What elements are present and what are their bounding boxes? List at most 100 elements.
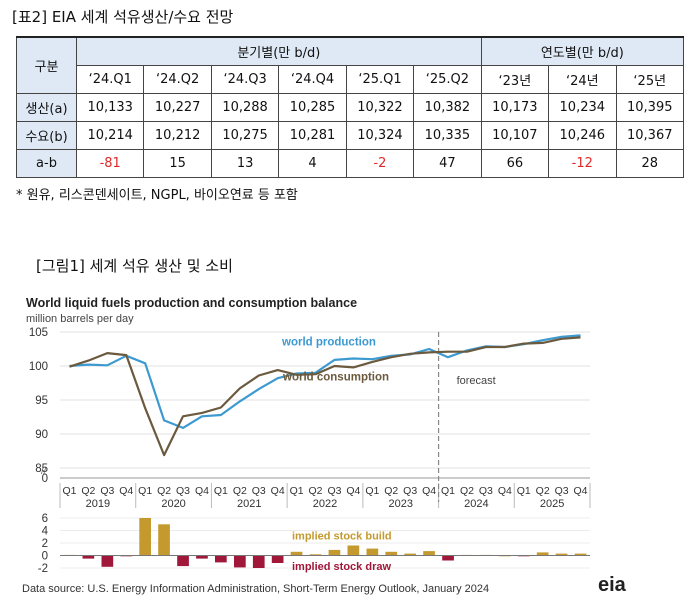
outlook-table: 구분 분기별(만 b/d) 연도별(만 b/d) ‘24.Q1 ‘24.Q2 ‘24…	[16, 36, 685, 178]
x-tick-label: Q4	[498, 485, 512, 497]
x-tick-label: Q1	[365, 485, 379, 497]
chart-subtitle: million barrels per day	[26, 313, 134, 325]
table-cell: 10,214	[75, 121, 145, 150]
table-cell: 10,133	[75, 93, 145, 122]
y-tick-label: 105	[29, 327, 48, 339]
table-cell: 13	[210, 149, 280, 178]
figure-title: [그림1] 세계 석유 생산 및 소비	[36, 257, 233, 275]
column-header: ‘24.Q3	[210, 65, 280, 94]
stock-bar	[158, 524, 170, 556]
stock-bar	[385, 551, 398, 556]
x-tick-label: Q3	[252, 485, 266, 497]
x-tick-label: Q4	[195, 485, 209, 497]
x-tick-label: Q3	[555, 485, 569, 497]
annual-group-header: 연도별(만 b/d)	[480, 36, 685, 66]
column-header-row: ‘24.Q1 ‘24.Q2 ‘24.Q3 ‘24.Q4 ‘25.Q1 ‘25.Q2 ‘23년…	[17, 65, 684, 94]
year-label: 2025	[540, 498, 564, 510]
x-tick-label: Q4	[346, 485, 360, 497]
table-cell: 10,275	[210, 121, 280, 150]
x-tick-label: Q1	[290, 485, 304, 497]
eia-logo: eia	[598, 574, 626, 596]
stock-bar	[574, 553, 587, 556]
year-label: 2024	[464, 498, 488, 510]
stock-y-tick-label: 0	[42, 551, 48, 563]
stock-draw-label: implied stock draw	[292, 561, 391, 573]
x-tick-label: Q4	[271, 485, 285, 497]
stock-bar	[555, 553, 568, 556]
series-line-consumption	[69, 336, 581, 457]
stock-bar	[347, 545, 360, 556]
x-tick-label: Q3	[176, 485, 190, 497]
stock-bar	[215, 555, 227, 563]
table-row: 수요(b) 10,214 10,212 10,275 10,281 10,324 10,33…	[16, 121, 684, 150]
stock-y-tick-label: -2	[38, 563, 48, 575]
x-tick-label: Q1	[517, 485, 531, 497]
y-tick-label: 90	[35, 429, 48, 441]
column-header: ‘23년	[480, 65, 550, 94]
quarterly-group-header: 분기별(만 b/d)	[76, 36, 482, 66]
table-cell: 47	[413, 149, 482, 178]
table-cell: 10,395	[615, 93, 684, 122]
x-tick-label: Q1	[62, 485, 76, 497]
table-cell: 15	[143, 149, 212, 178]
stock-bar	[328, 549, 341, 556]
column-header: ‘25년	[615, 65, 684, 94]
x-tick-label: Q1	[441, 485, 455, 497]
year-label: 2023	[388, 498, 412, 510]
x-tick-label: Q3	[100, 485, 114, 497]
x-tick-label: Q4	[119, 485, 133, 497]
table-cell: -81	[75, 149, 145, 178]
table-cell: 10,281	[278, 121, 347, 150]
table-cell: 10,288	[210, 93, 280, 122]
y-tick-label: 0	[42, 473, 48, 485]
series-label-production: world production	[281, 337, 376, 349]
table-body: 생산(a) 10,133 10,227 10,288 10,285 10,322 10,38…	[16, 93, 684, 178]
axis-break-mark: //	[41, 466, 47, 476]
table-cell: 10,173	[480, 93, 550, 122]
table-row: a-b -81 15 13 4 -2 47 66 -12 28	[16, 149, 684, 178]
table-cell: 4	[278, 149, 347, 178]
stock-bar	[252, 555, 265, 568]
column-header: ‘25.Q2	[413, 65, 482, 94]
stock-bar	[271, 555, 284, 563]
x-tick-label: Q3	[479, 485, 493, 497]
stock-y-tick-label: 6	[42, 513, 48, 525]
table-cell: 28	[615, 149, 684, 178]
stock-y-tick-label: 4	[42, 526, 49, 538]
stock-bar	[309, 554, 322, 556]
year-label: 2019	[86, 498, 110, 510]
row-label: a-b	[16, 149, 77, 178]
table-cell: 66	[480, 149, 550, 178]
stock-bar	[423, 551, 435, 556]
stock-bar	[139, 518, 151, 556]
data-source: Data source: U.S. Energy Information Adm…	[22, 583, 490, 595]
column-header: ‘24.Q4	[278, 65, 347, 94]
x-tick-label: Q2	[460, 485, 474, 497]
stock-bar	[177, 555, 189, 567]
chart-title: World liquid fuels production and consum…	[26, 296, 357, 310]
table-corner-header: 구분	[16, 36, 77, 94]
row-label: 수요(b)	[16, 121, 77, 150]
x-tick-label: Q2	[81, 485, 95, 497]
table-cell: 10,335	[413, 121, 482, 150]
table-cell: 10,285	[278, 93, 347, 122]
x-tick-label: Q4	[422, 485, 436, 497]
stock-bar	[366, 548, 379, 556]
stock-bar	[290, 551, 303, 556]
table-cell: -2	[345, 149, 415, 178]
x-tick-label: Q3	[327, 485, 341, 497]
y-tick-label: 95	[35, 395, 48, 407]
stock-bar	[101, 555, 114, 567]
stock-bar	[442, 555, 454, 561]
stock-y-tick-label: 2	[42, 538, 48, 550]
x-tick-label: Q2	[157, 485, 171, 497]
table-cell: 10,324	[345, 121, 415, 150]
table-cell: 10,234	[548, 93, 617, 122]
table-title: [표2] EIA 세계 석유생산/수요 전망	[12, 8, 234, 26]
row-label: 생산(a)	[16, 93, 77, 122]
x-tick-label: Q2	[536, 485, 550, 497]
x-tick-label: Q2	[384, 485, 398, 497]
x-tick-label: Q1	[214, 485, 228, 497]
x-tick-label: Q2	[309, 485, 323, 497]
x-tick-label: Q4	[574, 485, 588, 497]
